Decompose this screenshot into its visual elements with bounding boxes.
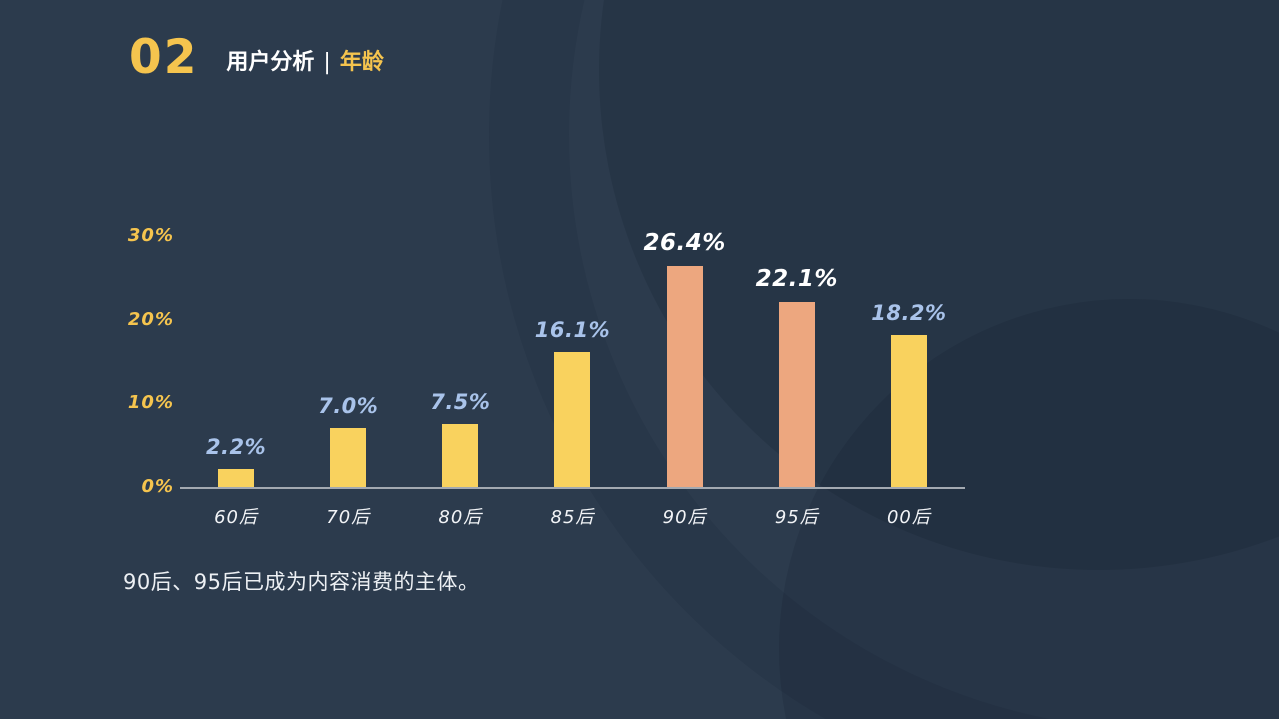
- value-label: 18.2%: [871, 300, 947, 325]
- page-subtitle: 年龄: [339, 50, 384, 75]
- slide-header: 02 用户分析 | 年龄: [129, 34, 384, 81]
- bar-group: 7.5% 80后: [404, 236, 516, 528]
- section-number: 02: [129, 30, 199, 85]
- bar-group: 2.2% 60后: [180, 236, 292, 528]
- category-label: 60后: [214, 507, 259, 528]
- bar-group: 7.0% 70后: [292, 236, 404, 528]
- value-label: 26.4%: [643, 229, 726, 256]
- bar: [778, 302, 815, 487]
- value-label: 2.2%: [205, 434, 267, 459]
- category-label: 90后: [662, 507, 707, 528]
- value-label: 7.5%: [430, 390, 491, 415]
- bar-group: 18.2% 00后: [853, 236, 965, 528]
- plot-area: 2.2% 60后 7.0% 70后 7.5% 80后 16.1% 85后 26.4% 90后 22.…: [180, 230, 965, 528]
- bars-container: 2.2% 60后 7.0% 70后 7.5% 80后 16.1% 85后 26.4% 90后 22.…: [180, 230, 965, 528]
- bar-chart: 0% 10% 20% 30% 2.2% 60后 7.0% 70后 7.5% 80后 16.1% 85…: [127, 225, 969, 528]
- bar: [218, 468, 255, 487]
- bar: [330, 428, 367, 487]
- y-axis-tick: 20%: [127, 308, 174, 330]
- category-label: 95后: [774, 507, 819, 528]
- bar: [666, 266, 703, 487]
- header-text: 用户分析 | 年龄: [226, 44, 383, 76]
- y-axis-tick: 0%: [141, 476, 174, 497]
- bar: [442, 424, 479, 487]
- category-label: 80后: [438, 507, 483, 528]
- bar: [554, 352, 591, 487]
- category-label: 00后: [886, 507, 931, 528]
- value-label: 7.0%: [318, 394, 379, 419]
- y-axis: 0% 10% 20% 30%: [127, 225, 174, 497]
- bar-group: 22.1% 95后: [741, 236, 853, 528]
- title-separator: |: [323, 50, 331, 75]
- bar-group: 16.1% 85后: [516, 236, 628, 528]
- category-label: 70后: [326, 507, 371, 528]
- bar: [890, 334, 927, 487]
- value-label: 22.1%: [755, 265, 838, 292]
- caption-text: 90后、95后已成为内容消费的主体。: [123, 570, 480, 594]
- category-label: 85后: [550, 507, 595, 528]
- y-axis-tick: 10%: [127, 392, 174, 414]
- bar-group: 26.4% 90后: [629, 230, 741, 528]
- value-label: 16.1%: [534, 318, 611, 343]
- y-axis-tick: 30%: [127, 225, 174, 246]
- page-title: 用户分析: [226, 50, 315, 75]
